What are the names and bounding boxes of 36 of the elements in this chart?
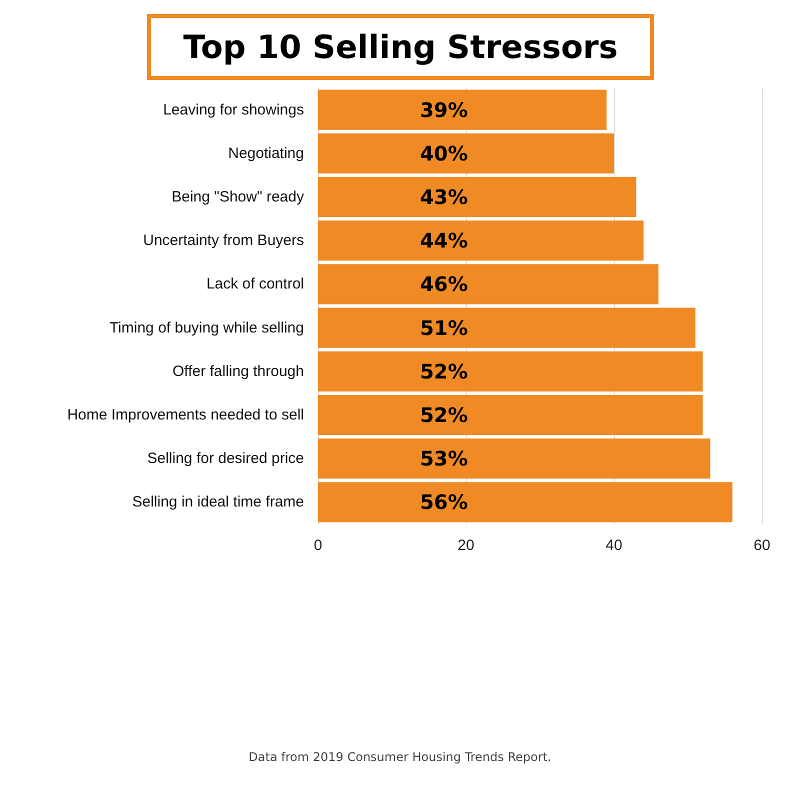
y-tick-label: Leaving for showings <box>163 101 304 118</box>
text: Data from 2019 Consumer Housing Trends Report. <box>248 750 552 764</box>
x-tick-label: 40 <box>606 537 622 554</box>
y-tick-label: Selling for desired price <box>147 450 304 468</box>
x-tick-label: 60 <box>754 537 770 554</box>
bar <box>318 90 607 130</box>
data-label: 40% <box>420 141 468 166</box>
chart-title: Top 10 Selling Stressors <box>147 14 654 80</box>
x-tick-label: 0 <box>314 537 322 554</box>
bar <box>318 482 732 522</box>
x-tick-label: 20 <box>458 537 474 554</box>
data-label: 52% <box>420 403 468 427</box>
y-tick-label: Uncertainty from Buyers <box>143 232 304 250</box>
y-tick-label: Offer falling through <box>172 362 304 380</box>
y-tick-label: Home Improvements needed to sell <box>67 406 304 424</box>
y-tick-label: Timing of buying while selling <box>109 319 304 336</box>
bar <box>318 438 710 479</box>
bar <box>318 264 658 304</box>
data-label: 43% <box>420 185 468 209</box>
y-tick-label: Negotiating <box>228 144 304 162</box>
data-label: 39% <box>420 98 468 122</box>
bar <box>318 394 703 436</box>
data-label: 56% <box>420 490 468 514</box>
data-label: 52% <box>420 359 468 384</box>
data-label: 46% <box>420 272 468 296</box>
bar <box>318 220 644 261</box>
bar <box>318 176 636 218</box>
y-tick-label: Selling in ideal time frame <box>132 494 304 511</box>
y-tick-label: Being "Show" ready <box>172 188 304 206</box>
data-label: 51% <box>420 316 468 340</box>
bar <box>318 133 614 174</box>
data-label: 53% <box>420 446 468 471</box>
data-label: 44% <box>420 228 468 253</box>
bar <box>318 351 703 392</box>
bar <box>318 308 696 348</box>
y-tick-label: Lack of control <box>206 276 304 293</box>
